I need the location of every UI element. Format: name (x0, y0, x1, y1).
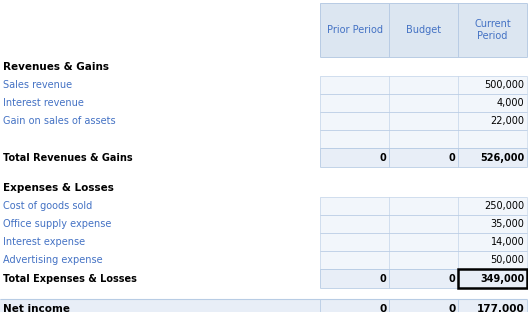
Bar (320, 197, 389, 215)
Text: Total Expenses & Losses: Total Expenses & Losses (3, 274, 137, 284)
Bar (320, 215, 389, 233)
Text: Cost of goods sold: Cost of goods sold (3, 201, 92, 211)
Text: Prior Period: Prior Period (327, 25, 383, 35)
Bar (389, 76, 458, 94)
Text: 35,000: 35,000 (491, 219, 524, 229)
Text: 0: 0 (449, 274, 456, 284)
Text: Interest revenue: Interest revenue (3, 98, 83, 108)
Bar (389, 215, 458, 233)
Bar (458, 197, 527, 215)
Text: 0: 0 (449, 153, 456, 163)
Text: Current
Period: Current Period (474, 19, 511, 41)
Bar (389, 112, 458, 130)
Bar (389, 94, 458, 112)
Bar (320, 3, 389, 57)
Bar (320, 251, 389, 269)
Text: Advertising expense: Advertising expense (3, 255, 102, 265)
Bar (389, 233, 458, 251)
Text: 177,000: 177,000 (477, 304, 524, 312)
Bar (458, 130, 527, 148)
Text: 526,000: 526,000 (480, 153, 524, 163)
Text: Sales revenue: Sales revenue (3, 80, 72, 90)
Bar (458, 251, 527, 269)
Bar (389, 3, 458, 57)
Text: 0: 0 (448, 304, 456, 312)
Bar (320, 233, 389, 251)
Bar (389, 130, 458, 148)
Text: Gain on sales of assets: Gain on sales of assets (3, 116, 115, 126)
Text: 250,000: 250,000 (484, 201, 524, 211)
Text: 500,000: 500,000 (484, 80, 524, 90)
Bar (389, 197, 458, 215)
Bar (0, 299, 527, 312)
Bar (320, 94, 389, 112)
Text: Budget: Budget (406, 25, 441, 35)
Bar (320, 269, 389, 288)
Bar (458, 112, 527, 130)
Text: 0: 0 (380, 274, 386, 284)
Bar (458, 94, 527, 112)
Bar (389, 251, 458, 269)
Bar (389, 269, 458, 288)
Text: Net income: Net income (3, 304, 70, 312)
Text: Office supply expense: Office supply expense (3, 219, 111, 229)
Text: 50,000: 50,000 (491, 255, 524, 265)
Text: Interest expense: Interest expense (3, 237, 85, 247)
Text: 22,000: 22,000 (491, 116, 524, 126)
Bar (458, 269, 527, 288)
Bar (320, 112, 389, 130)
Bar (320, 76, 389, 94)
Text: 0: 0 (380, 153, 386, 163)
Text: Total Revenues & Gains: Total Revenues & Gains (3, 153, 133, 163)
Text: 4,000: 4,000 (497, 98, 524, 108)
Text: Revenues & Gains: Revenues & Gains (3, 61, 109, 71)
Bar (458, 233, 527, 251)
Bar (458, 269, 527, 288)
Bar (458, 148, 527, 167)
Bar (458, 76, 527, 94)
Bar (458, 215, 527, 233)
Bar (458, 3, 527, 57)
Bar (320, 148, 389, 167)
Bar (320, 130, 389, 148)
Text: Expenses & Losses: Expenses & Losses (3, 183, 114, 193)
Text: 349,000: 349,000 (480, 274, 524, 284)
Bar (389, 148, 458, 167)
Text: 0: 0 (379, 304, 386, 312)
Text: 14,000: 14,000 (491, 237, 524, 247)
